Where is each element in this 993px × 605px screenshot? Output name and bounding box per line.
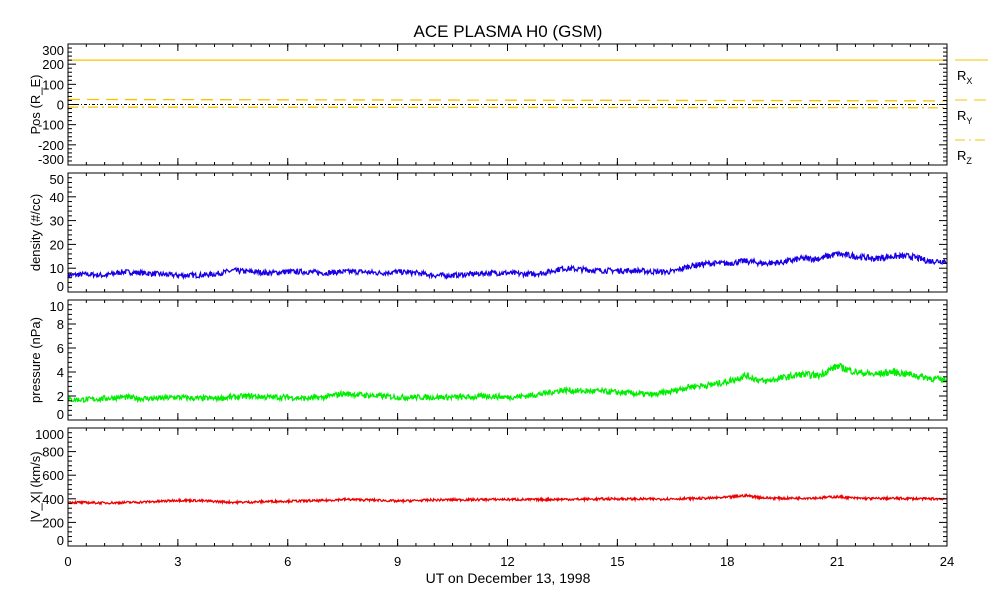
y-tick-label: 30 <box>50 214 64 229</box>
y-tick-label: 200 <box>42 57 64 72</box>
x-tick-label: 6 <box>284 554 291 569</box>
x-tick-label: 3 <box>174 554 181 569</box>
y-tick-label: 200 <box>42 515 64 530</box>
y-tick-label: 8 <box>57 317 64 332</box>
series-line-ry <box>67 98 948 102</box>
x-tick-label: 12 <box>500 554 514 569</box>
y-tick-label: 800 <box>42 445 64 460</box>
y-tick-label: 10 <box>50 261 64 276</box>
legend-label-sub-0: X <box>966 76 972 86</box>
y-tick-label: 2 <box>57 389 64 404</box>
panel-3: 0 3 6 9 12 15 18 21 24 0 200 400 600 800 1000 |V_X| (km… <box>28 427 954 569</box>
y-tick-label: 300 <box>42 43 64 58</box>
y-tick-label: 600 <box>42 468 64 483</box>
y-axis-label-0: Pos (R_E) <box>28 75 43 135</box>
y-tick-label: 0 <box>57 533 64 548</box>
data-line-3 <box>68 493 947 506</box>
x-tick-label: 15 <box>610 554 624 569</box>
y-tick-label: 0 <box>57 407 64 422</box>
x-axis-label: UT on December 13, 1998 <box>426 570 591 586</box>
y-axis-label-1: density (#/cc) <box>28 194 43 271</box>
legend-label-2: RZ <box>957 148 972 166</box>
y-tick-label: 4 <box>57 365 64 380</box>
x-tick-label: 18 <box>720 554 734 569</box>
y-tick-label: 20 <box>50 237 64 252</box>
panel-frame-3 <box>67 427 948 547</box>
panel-1: 0 10 20 30 40 50 density (#/cc) <box>28 172 948 294</box>
legend-label-1: RY <box>957 108 972 126</box>
x-tick-label: 24 <box>940 554 954 569</box>
y-tick-label: 100 <box>42 77 64 92</box>
chart-title: ACE PLASMA H0 (GSM) <box>414 22 603 41</box>
y-tick-label: -100 <box>38 118 64 133</box>
panel-2: 0 2 4 6 8 10 pressure (nPa) <box>28 299 948 422</box>
y-tick-label: 0 <box>57 279 64 294</box>
y-tick-label: 6 <box>57 341 64 356</box>
data-line-2 <box>67 362 947 404</box>
series-line-rz <box>67 106 948 109</box>
panel-frame-2 <box>67 299 948 421</box>
legend: RX RY RZ <box>955 59 988 166</box>
y-tick-label: 10 <box>50 299 64 314</box>
y-tick-label: -300 <box>38 152 64 167</box>
x-tick-label: 21 <box>830 554 844 569</box>
data-line-1 <box>67 250 947 281</box>
y-tick-label: -200 <box>38 138 64 153</box>
panel-frame-0 <box>67 43 948 166</box>
y-tick-label: 40 <box>50 190 64 205</box>
y-tick-label: 400 <box>42 492 64 507</box>
legend-label-sub-2: Z <box>966 156 972 166</box>
legend-label-0: RX <box>957 68 972 86</box>
y-axis-label-2: pressure (nPa) <box>28 317 43 403</box>
x-tick-label: 0 <box>64 554 71 569</box>
y-tick-label: 50 <box>50 172 64 187</box>
y-axis-label-3: |V_X| (km/s) <box>28 451 43 522</box>
y-tick-label: 0 <box>57 98 64 113</box>
y-tick-label: 1000 <box>35 427 64 442</box>
x-tick-label: 9 <box>394 554 401 569</box>
legend-label-sub-1: Y <box>966 116 972 126</box>
